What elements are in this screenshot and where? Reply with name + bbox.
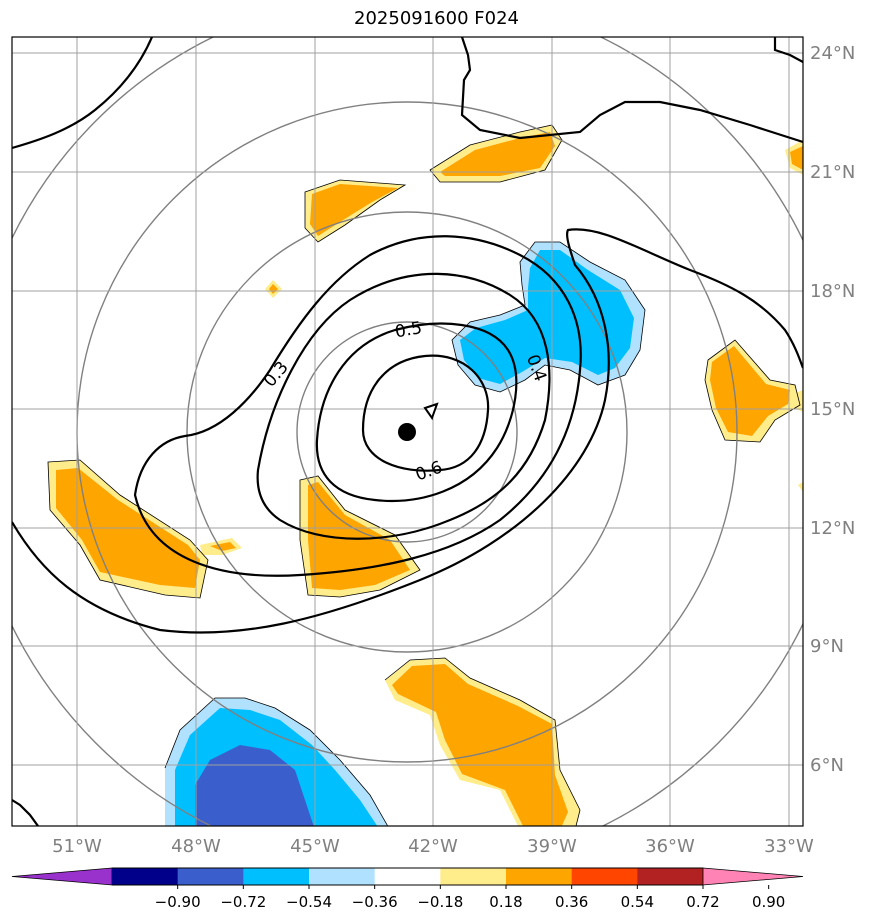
small-triangle-marker bbox=[423, 402, 439, 421]
lat-tick-label: 6°N bbox=[810, 755, 844, 776]
colorbar-segment bbox=[637, 868, 704, 885]
graticule bbox=[12, 37, 803, 826]
colorbar-segment bbox=[112, 868, 179, 885]
lat-tick-label: 24°N bbox=[810, 43, 855, 64]
lon-tick-label: 33°W bbox=[764, 836, 814, 857]
negative-anomaly-fields bbox=[165, 242, 645, 826]
colorbar: −0.90 −0.72 −0.54 −0.36 −0.18 0.18 0.36 0.54 0.7… bbox=[11, 867, 804, 911]
colorbar-segment bbox=[374, 868, 441, 885]
lon-tick-labels: 51°W 48°W 45°W 42°W 39°W 36°W 33°W bbox=[52, 836, 814, 857]
colorbar-extend-high bbox=[702, 867, 804, 886]
lon-tick-label: 42°W bbox=[408, 836, 458, 857]
colorbar-tick-label: −0.90 bbox=[155, 893, 201, 911]
colorbar-tick-label: 0.54 bbox=[621, 893, 654, 911]
colorbar-tick-label: 0.18 bbox=[489, 893, 522, 911]
lat-tick-label: 21°N bbox=[810, 162, 855, 183]
colorbar-tick-label: −0.18 bbox=[417, 893, 463, 911]
contour-label-05: 0.5 bbox=[393, 318, 423, 342]
center-marker-dot bbox=[398, 423, 416, 441]
colorbar-tick-label: −0.54 bbox=[286, 893, 332, 911]
map-frame bbox=[11, 36, 804, 827]
colorbar-tick-label: −0.72 bbox=[220, 893, 266, 911]
lat-tick-label: 9°N bbox=[810, 636, 844, 657]
lat-tick-labels: 24°N 21°N 18°N 15°N 12°N 9°N 6°N bbox=[810, 43, 855, 776]
colorbar-segment bbox=[440, 868, 507, 885]
lon-tick-label: 36°W bbox=[645, 836, 695, 857]
lat-tick-label: 18°N bbox=[810, 281, 855, 302]
colorbar-segment bbox=[309, 868, 376, 885]
colorbar-tick-label: 0.72 bbox=[686, 893, 719, 911]
colorbar-tick-label: 0.36 bbox=[555, 893, 588, 911]
colorbar-tick-label: −0.36 bbox=[352, 893, 398, 911]
lon-tick-label: 39°W bbox=[527, 836, 577, 857]
lon-tick-label: 45°W bbox=[290, 836, 340, 857]
positive-anomaly-fields bbox=[48, 125, 803, 826]
map-title: 2025091600 F024 bbox=[354, 8, 519, 29]
lat-tick-label: 15°N bbox=[810, 399, 855, 420]
colorbar-segment bbox=[177, 868, 244, 885]
map-area: 0.3 0.4 0.5 0.6 bbox=[12, 37, 803, 826]
shading-outlines bbox=[47, 124, 801, 826]
lon-tick-label: 48°W bbox=[171, 836, 221, 857]
contour-lines bbox=[12, 37, 803, 826]
colorbar-segment bbox=[571, 868, 638, 885]
colorbar-segment bbox=[506, 868, 573, 885]
colorbar-tick-label: 0.90 bbox=[752, 893, 785, 911]
colorbar-segment bbox=[243, 868, 310, 885]
lon-tick-label: 51°W bbox=[52, 836, 102, 857]
lat-tick-label: 12°N bbox=[810, 518, 855, 539]
colorbar-frame bbox=[112, 867, 703, 886]
colorbar-extend-low bbox=[11, 867, 113, 886]
